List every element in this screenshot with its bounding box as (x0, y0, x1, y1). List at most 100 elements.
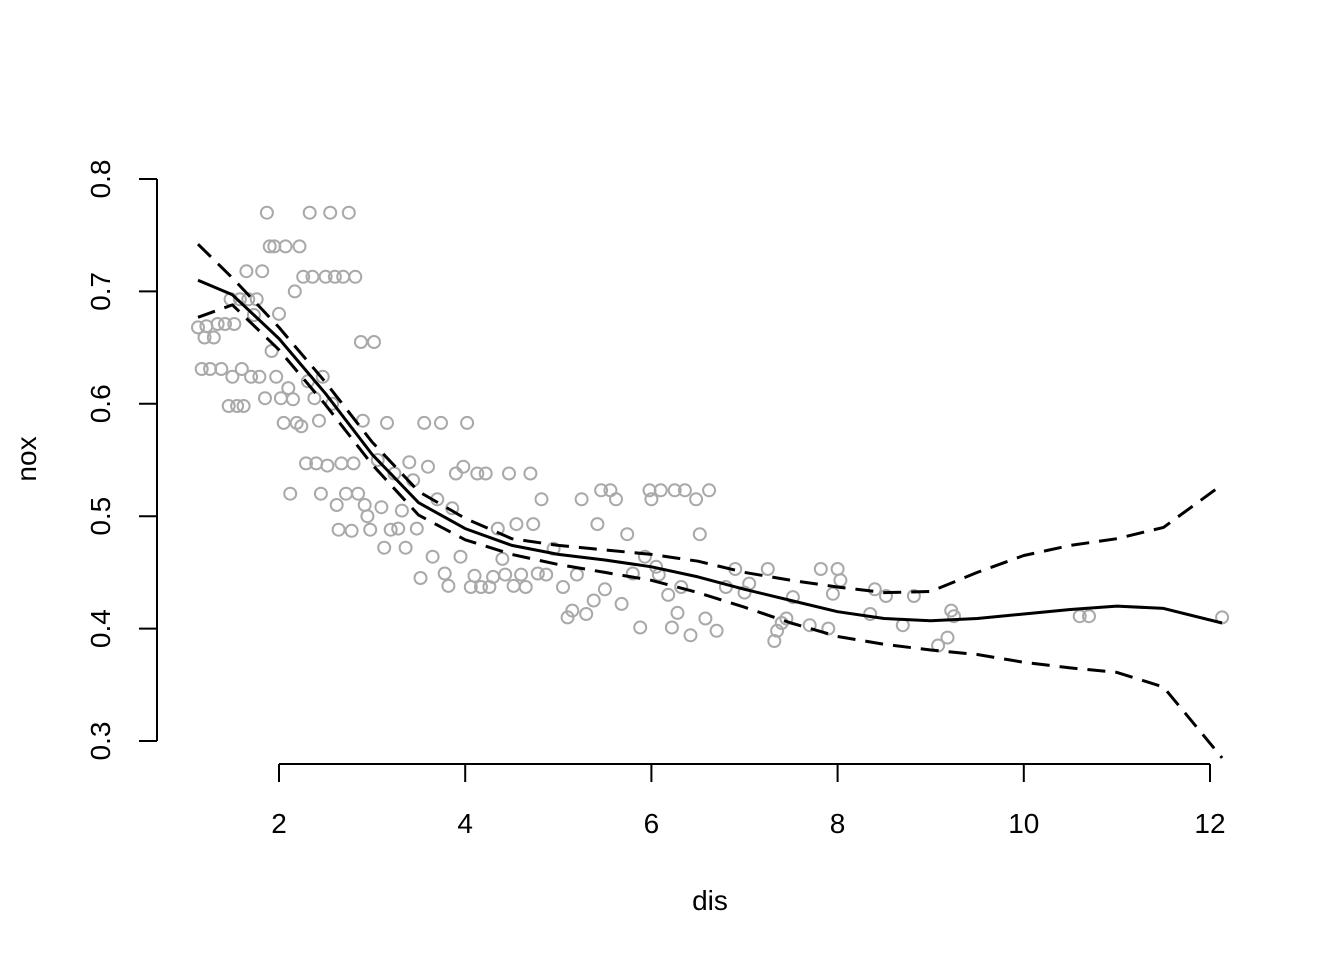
data-point (614, 596, 629, 611)
data-point (906, 589, 921, 603)
data-point (276, 415, 291, 430)
data-point (698, 611, 713, 626)
data-point (625, 566, 640, 581)
data-point (206, 330, 221, 345)
x-tick-label: 8 (830, 808, 846, 839)
data-point (785, 590, 800, 605)
data-points (191, 205, 1230, 653)
data-point (302, 205, 317, 220)
data-point (278, 239, 293, 254)
data-point (692, 527, 707, 542)
y-axis-title: nox (11, 436, 42, 481)
x-tick-label: 6 (644, 808, 660, 839)
data-point (283, 486, 298, 501)
data-point (225, 369, 240, 384)
data-point (441, 578, 456, 593)
data-point (255, 264, 270, 279)
data-point (339, 486, 353, 501)
data-point (453, 549, 468, 564)
data-point (863, 607, 878, 621)
data-point (530, 566, 545, 581)
data-point (363, 522, 378, 537)
data-point (1082, 609, 1096, 624)
x-axis-ticks: 2 4 6 8 10 12 (271, 764, 1226, 839)
data-point (448, 466, 463, 481)
data-point (344, 523, 359, 538)
data-point (539, 567, 554, 582)
data-point (281, 381, 296, 396)
y-tick-label: 0.7 (85, 272, 116, 311)
data-point (367, 335, 381, 349)
data-point (534, 492, 549, 507)
data-point (867, 582, 882, 597)
data-point (683, 628, 698, 643)
data-point (236, 399, 251, 413)
data-point (320, 458, 335, 473)
data-point (246, 308, 261, 322)
data-point (509, 517, 524, 532)
data-point (299, 456, 313, 471)
data-point (498, 567, 513, 582)
data-point (305, 269, 320, 284)
data-point (264, 344, 279, 358)
data-point (779, 611, 794, 626)
data-point (353, 335, 368, 349)
data-point (833, 573, 848, 588)
fit-lines (196, 243, 1224, 759)
data-point (315, 369, 330, 384)
data-point (374, 500, 389, 515)
data-point (336, 269, 351, 284)
data-point (346, 456, 361, 471)
data-point (664, 620, 679, 635)
data-point (594, 483, 609, 498)
data-point (813, 562, 828, 576)
data-point (355, 413, 370, 428)
y-tick-label: 0.3 (85, 722, 116, 761)
data-point (947, 609, 961, 624)
data-point (259, 205, 274, 220)
data-point (398, 540, 413, 555)
data-point (230, 399, 245, 413)
data-point (802, 618, 817, 633)
data-point (296, 269, 311, 284)
data-point (199, 319, 214, 334)
data-point (370, 453, 385, 467)
data-point (830, 562, 845, 576)
data-point (417, 415, 432, 430)
data-point (689, 492, 704, 507)
data-point (490, 521, 505, 536)
data-point (348, 269, 363, 284)
data-point (653, 483, 668, 498)
data-point (677, 483, 692, 498)
data-point (227, 317, 242, 331)
x-tick-label: 2 (271, 808, 287, 839)
data-point (286, 392, 300, 407)
data-point (329, 498, 344, 512)
data-point (313, 486, 328, 501)
data-point (821, 621, 836, 636)
data-point (394, 503, 409, 518)
y-tick-label: 0.6 (85, 384, 116, 423)
data-point (380, 415, 394, 430)
data-point (312, 413, 326, 428)
data-point (644, 492, 659, 507)
data-point (709, 623, 724, 638)
data-point (307, 391, 322, 406)
x-tick-label: 4 (457, 808, 473, 839)
data-point (506, 578, 521, 593)
data-point (334, 456, 349, 471)
data-point (667, 483, 682, 498)
data-point (360, 509, 375, 524)
data-point (327, 269, 342, 284)
x-tick-label: 10 (1008, 808, 1039, 839)
data-point (879, 589, 893, 603)
data-point (556, 580, 570, 594)
data-point (597, 582, 612, 597)
data-point (391, 521, 406, 536)
data-point (341, 205, 356, 220)
data-point (633, 620, 648, 635)
data-point (272, 306, 286, 321)
data-point (351, 486, 366, 501)
y-tick-label: 0.5 (85, 497, 116, 536)
